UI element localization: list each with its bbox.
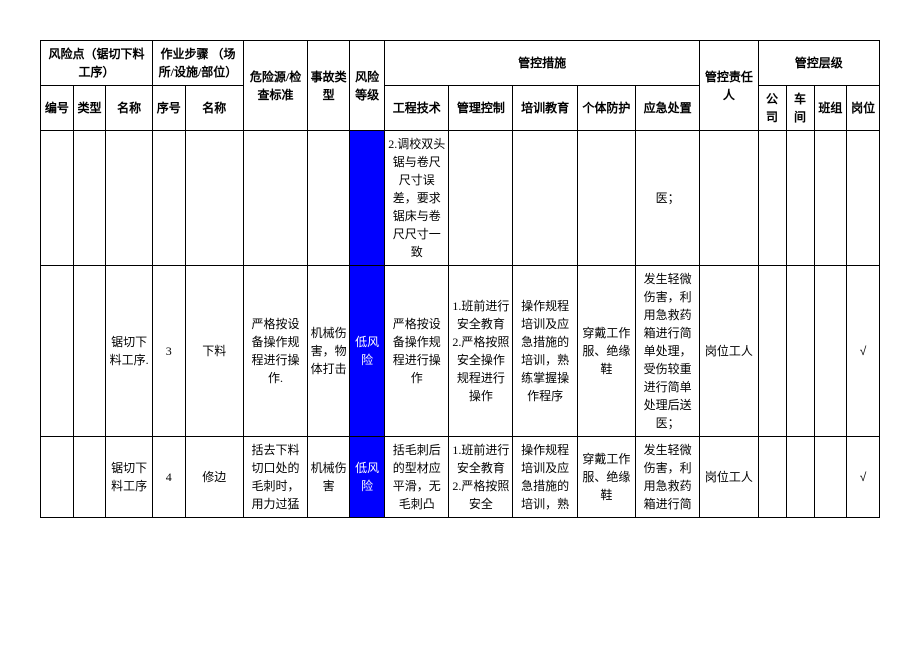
cell-ppe: 穿戴工作服、绝缘鞋 xyxy=(577,437,635,518)
cell-workshop xyxy=(786,131,814,266)
cell-eng-tech: 严格按设备操作规程进行操作 xyxy=(385,266,449,437)
header-row-1: 风险点（锯切下料工序） 作业步骤 （场所/设施/部位） 危险源/检查标准 事故类… xyxy=(41,41,880,86)
hdr-name: 名称 xyxy=(106,86,153,131)
cell-no xyxy=(41,266,74,437)
cell-name: 锯切下料工序 xyxy=(106,437,153,518)
cell-hazard: 严格按设备操作规程进行操作. xyxy=(243,266,307,437)
cell-step-name xyxy=(185,131,243,266)
cell-step-name: 下料 xyxy=(185,266,243,437)
cell-no xyxy=(41,437,74,518)
cell-team xyxy=(814,131,847,266)
cell-company xyxy=(758,437,786,518)
hdr-training: 培训教育 xyxy=(513,86,577,131)
cell-eng-tech: 2.调校双头锯与卷尺尺寸误差，要求锯床与卷尺尺寸一致 xyxy=(385,131,449,266)
table-row: 锯切下料工序. 3 下料 严格按设备操作规程进行操作. 机械伤害，物体打击 低风… xyxy=(41,266,880,437)
cell-mgmt-ctrl: 1.班前进行安全教育 2.严格按照安全操作规程进行操作 xyxy=(449,266,513,437)
hdr-risk-point: 风险点（锯切下料工序） xyxy=(41,41,153,86)
hdr-mgmt-ctrl: 管理控制 xyxy=(449,86,513,131)
cell-mgmt-ctrl: 1.班前进行安全教育 2.严格按照安全 xyxy=(449,437,513,518)
hdr-company: 公司 xyxy=(758,86,786,131)
cell-training: 操作规程培训及应急措施的培训，熟 xyxy=(513,437,577,518)
hdr-work-step: 作业步骤 （场所/设施/部位） xyxy=(152,41,243,86)
cell-post xyxy=(847,131,880,266)
cell-hazard xyxy=(243,131,307,266)
cell-risk-level: 低风险 xyxy=(350,437,385,518)
cell-responsible xyxy=(700,131,758,266)
cell-seq xyxy=(152,131,185,266)
cell-mgmt-ctrl xyxy=(449,131,513,266)
risk-table: 风险点（锯切下料工序） 作业步骤 （场所/设施/部位） 危险源/检查标准 事故类… xyxy=(40,40,880,518)
hdr-eng-tech: 工程技术 xyxy=(385,86,449,131)
cell-step-name: 修边 xyxy=(185,437,243,518)
cell-accident xyxy=(308,131,350,266)
cell-training xyxy=(513,131,577,266)
table-row: 锯切下料工序 4 修边 括去下料切口处的毛刺时，用力过猛 机械伤害 低风险 括毛… xyxy=(41,437,880,518)
hdr-accident: 事故类型 xyxy=(308,41,350,131)
hdr-control-measures: 管控措施 xyxy=(385,41,700,86)
cell-seq: 4 xyxy=(152,437,185,518)
cell-team xyxy=(814,266,847,437)
cell-seq: 3 xyxy=(152,266,185,437)
cell-workshop xyxy=(786,437,814,518)
cell-type xyxy=(73,266,106,437)
hdr-step-name: 名称 xyxy=(185,86,243,131)
hdr-ppe: 个体防护 xyxy=(577,86,635,131)
table-row: 2.调校双头锯与卷尺尺寸误差，要求锯床与卷尺尺寸一致 医； xyxy=(41,131,880,266)
cell-emergency: 发生轻微伤害，利用急救药箱进行简 xyxy=(635,437,699,518)
cell-risk-level xyxy=(350,131,385,266)
hdr-hazard: 危险源/检查标准 xyxy=(243,41,307,131)
hdr-type: 类型 xyxy=(73,86,106,131)
cell-company xyxy=(758,131,786,266)
cell-emergency: 发生轻微伤害，利用急救药箱进行简单处理，受伤较重进行简单处理后送 医； xyxy=(635,266,699,437)
cell-team xyxy=(814,437,847,518)
cell-ppe xyxy=(577,131,635,266)
hdr-responsible: 管控责任人 xyxy=(700,41,758,131)
cell-type xyxy=(73,437,106,518)
hdr-team: 班组 xyxy=(814,86,847,131)
hdr-workshop: 车间 xyxy=(786,86,814,131)
cell-name xyxy=(106,131,153,266)
cell-risk-level: 低风险 xyxy=(350,266,385,437)
cell-post: √ xyxy=(847,437,880,518)
cell-responsible: 岗位工人 xyxy=(700,437,758,518)
cell-workshop xyxy=(786,266,814,437)
hdr-control-level: 管控层级 xyxy=(758,41,879,86)
cell-post: √ xyxy=(847,266,880,437)
cell-accident: 机械伤害 xyxy=(308,437,350,518)
hdr-post: 岗位 xyxy=(847,86,880,131)
hdr-risk-level: 风险等级 xyxy=(350,41,385,131)
cell-hazard: 括去下料切口处的毛刺时，用力过猛 xyxy=(243,437,307,518)
cell-no xyxy=(41,131,74,266)
hdr-no: 编号 xyxy=(41,86,74,131)
hdr-seq: 序号 xyxy=(152,86,185,131)
hdr-emergency: 应急处置 xyxy=(635,86,699,131)
cell-responsible: 岗位工人 xyxy=(700,266,758,437)
cell-type xyxy=(73,131,106,266)
cell-eng-tech: 括毛刺后的型材应平滑，无毛刺凸 xyxy=(385,437,449,518)
cell-emergency: 医； xyxy=(635,131,699,266)
cell-training: 操作规程培训及应急措施的培训，熟练掌握操作程序 xyxy=(513,266,577,437)
cell-accident: 机械伤害，物体打击 xyxy=(308,266,350,437)
cell-ppe: 穿戴工作服、绝缘鞋 xyxy=(577,266,635,437)
cell-company xyxy=(758,266,786,437)
cell-name: 锯切下料工序. xyxy=(106,266,153,437)
